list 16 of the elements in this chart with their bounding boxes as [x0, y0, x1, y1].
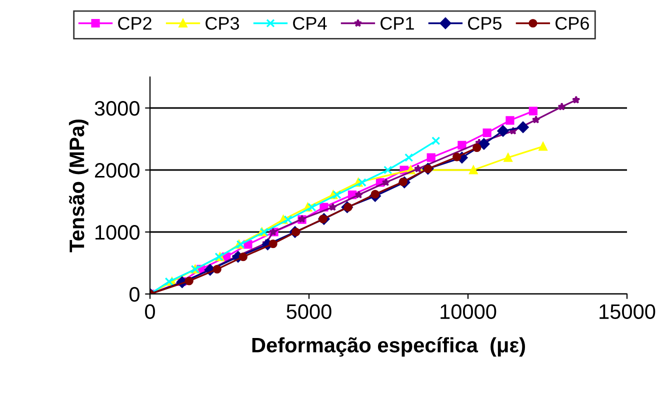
y-tick-label: 1000 — [96, 225, 140, 240]
y-tick-label: 2000 — [94, 163, 140, 178]
x-tick-label: 0 — [145, 304, 155, 320]
x-tick-label: 15000 — [600, 304, 656, 320]
x-axis-title: Deformação específica (με) — [252, 337, 525, 357]
legend-label: CP1 — [380, 16, 414, 30]
legend-label: CP2 — [118, 16, 152, 30]
x-tick-label: 10000 — [440, 304, 496, 320]
x-tick-label: 5000 — [286, 304, 332, 320]
legend-label: CP4 — [293, 16, 327, 30]
legend-label: CP5 — [468, 16, 502, 30]
y-axis-title: Tensão (MPa) — [68, 120, 88, 252]
y-tick-label: 0 — [130, 287, 140, 302]
y-tick-label: 3000 — [94, 101, 140, 116]
legend-label: CP3 — [206, 16, 239, 30]
legend-label: CP6 — [556, 16, 589, 30]
